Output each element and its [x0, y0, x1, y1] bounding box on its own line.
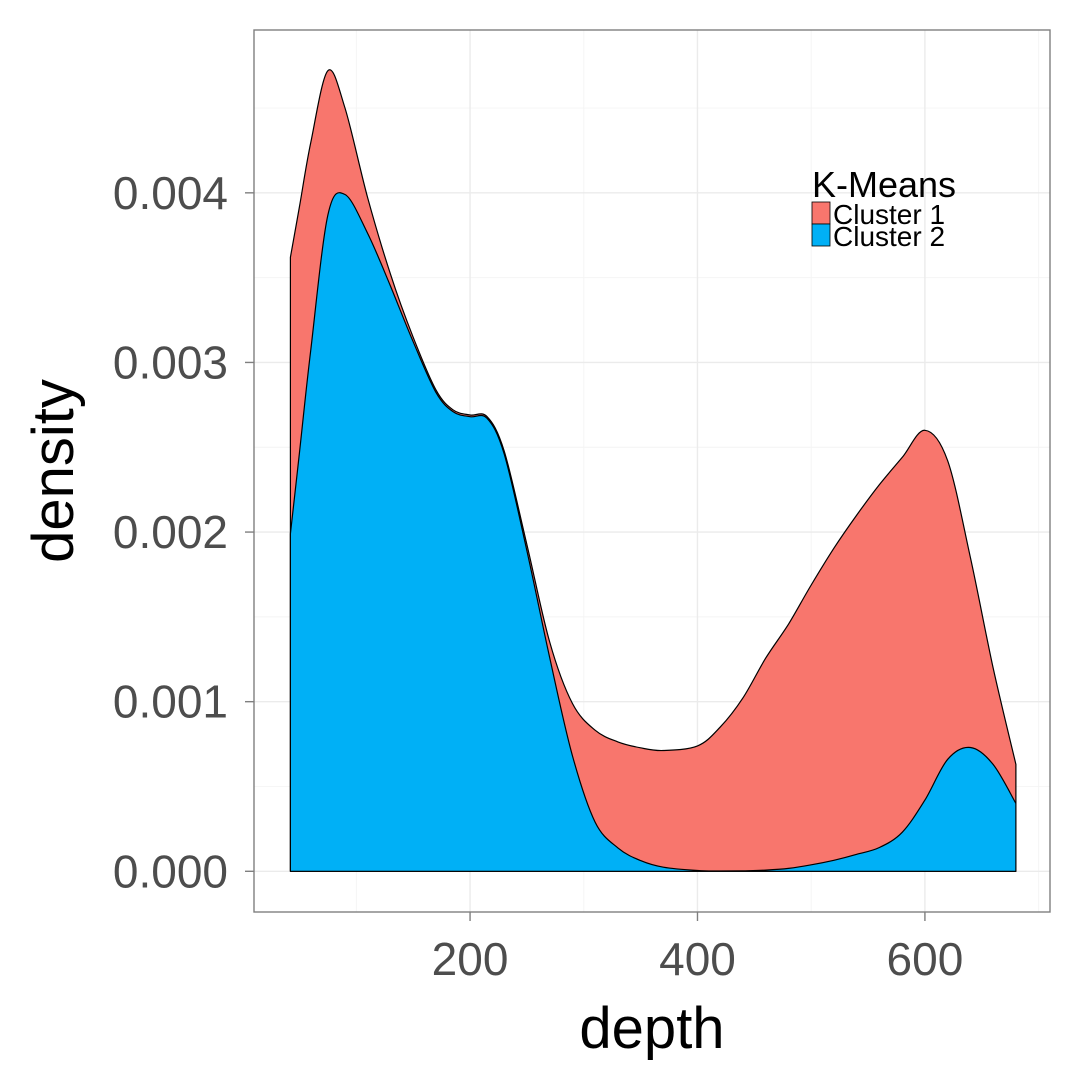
density-areas — [289, 69, 1017, 872]
x-tick-label: 400 — [659, 933, 736, 985]
y-axis-title: density — [21, 379, 86, 563]
x-axis-title: depth — [579, 996, 724, 1061]
panel-border — [253, 29, 1051, 913]
area-cluster-2 — [289, 192, 1017, 872]
legend-swatch-cluster-2 — [811, 223, 831, 247]
y-tick-label: 0.003 — [113, 336, 228, 388]
legend-label-cluster-1: Cluster 1 — [833, 199, 945, 230]
x-tick-label: 600 — [887, 933, 964, 985]
y-tick-label: 0.004 — [113, 167, 228, 219]
axis-ticks: 200 400 600 0.000 0.001 0.002 0.003 0.004 — [113, 167, 963, 985]
legend: K-Means Cluster 1 Cluster 2 — [811, 164, 956, 252]
y-tick-label: 0.000 — [113, 845, 228, 897]
y-tick-label: 0.001 — [113, 676, 228, 728]
legend-label-cluster-2: Cluster 2 — [833, 221, 945, 252]
legend-title: K-Means — [812, 164, 956, 205]
x-tick-label: 200 — [432, 933, 509, 985]
y-tick-label: 0.002 — [113, 506, 228, 558]
legend-swatch-cluster-1 — [811, 201, 831, 225]
